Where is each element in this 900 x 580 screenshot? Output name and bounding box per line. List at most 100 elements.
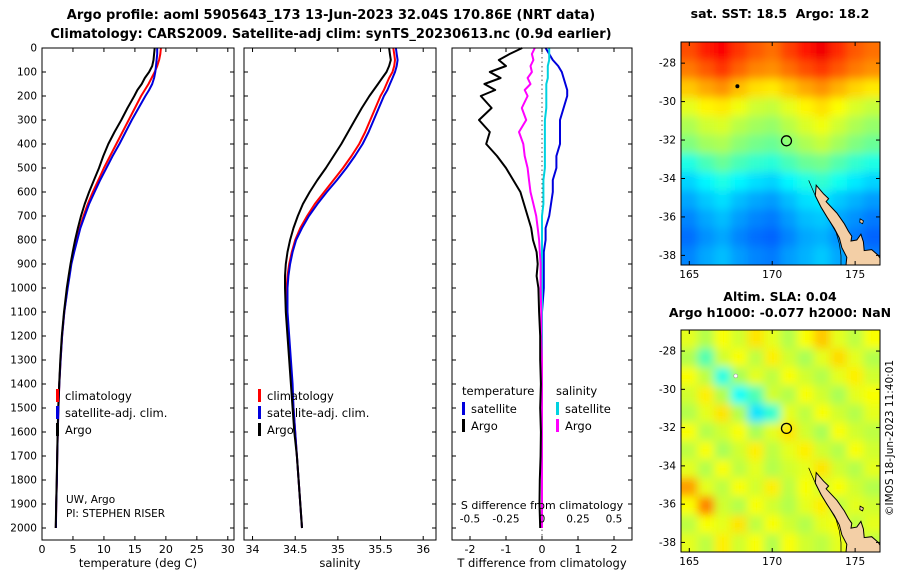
lat-tick-label: -28 <box>659 346 676 358</box>
legend-row: satellite <box>556 400 611 417</box>
tdiff-legend-salinity: salinity satellite Argo <box>556 383 611 434</box>
x-tick-label: 15 <box>128 543 142 556</box>
nz-coastline <box>814 183 880 265</box>
legend-row: satellite-adj. clim. <box>258 404 369 421</box>
lat-tick-label: -34 <box>659 173 676 185</box>
island <box>859 505 864 512</box>
institution-note: UW, Argo <box>66 494 116 506</box>
lon-tick-label: 165 <box>679 556 699 568</box>
legend-label: satellite <box>565 401 611 416</box>
argo-salinity-line-swatch <box>556 419 559 432</box>
pi-note: PI: STEPHEN RISER <box>66 508 166 520</box>
difference-profile-panel: -2 -1 0 1 2 -0.5 -0.25 0 0.25 0.5 <box>451 47 633 556</box>
x-tick-label: 5 <box>69 543 76 556</box>
lat-tick-label: -36 <box>659 499 676 511</box>
x-tick-label: 2 <box>611 543 618 556</box>
x-tick-label: 35 <box>331 543 345 556</box>
depth-tick-label: 1000 <box>10 283 37 295</box>
series-argo-t-diff <box>478 47 542 529</box>
satellite-temp-line-swatch <box>462 402 465 415</box>
lon-tick-label: 170 <box>762 556 782 568</box>
lat-tick-label: -38 <box>659 537 676 549</box>
legend-label: Argo <box>267 422 294 437</box>
salinity-legend: climatology satellite-adj. clim. Argo <box>258 387 369 438</box>
legend-label: climatology <box>65 388 132 403</box>
sdiff-tick-label: -0.5 <box>460 514 481 526</box>
figure-title-line2: Climatology: CARS2009. Satellite-adj cli… <box>50 27 612 42</box>
lat-tick-label: -30 <box>659 96 676 108</box>
legend-row: climatology <box>56 387 167 404</box>
x-tick-label: 10 <box>97 543 111 556</box>
sst-map-title: sat. SST: 18.5 Argo: 18.2 <box>690 6 870 21</box>
series-satellite-adj-clim- <box>54 48 159 529</box>
argo-float-location-marker <box>780 135 793 147</box>
legend-row: Argo <box>462 417 534 434</box>
island <box>859 218 864 225</box>
depth-tick-label: 1900 <box>10 499 37 511</box>
argo-line-swatch <box>56 423 59 436</box>
argo-float-location-marker <box>780 422 793 435</box>
salinity-profile-panel: 34 34.5 35 35.5 36 <box>243 47 437 556</box>
temperature-legend: climatology satellite-adj. clim. Argo <box>56 387 167 438</box>
climatology-line-swatch <box>56 389 59 402</box>
legend-label: Argo <box>65 422 92 437</box>
lon-tick-label: 170 <box>762 269 782 281</box>
nz-coastline <box>814 471 880 552</box>
legend-label: Argo <box>565 418 592 433</box>
depth-tick-label: 0 <box>30 43 37 55</box>
offshore-contour <box>808 467 842 552</box>
series-satellite-adj-clim- <box>286 47 399 529</box>
depth-tick-label: 1500 <box>10 403 37 415</box>
lat-tick-label: -36 <box>659 211 676 223</box>
x-tick-label: 0 <box>539 543 546 556</box>
panel-frame <box>243 47 437 541</box>
legend-label: satellite-adj. clim. <box>65 405 168 420</box>
satellite-adj-line-swatch <box>258 406 261 419</box>
legend-row: Argo <box>556 417 611 434</box>
depth-tick-label: 1400 <box>10 379 37 391</box>
series-climatology <box>285 47 396 529</box>
x-tick-label: 20 <box>159 543 173 556</box>
lon-tick-label: 165 <box>679 269 699 281</box>
lat-tick-label: -30 <box>659 384 676 396</box>
sla-map-title-line2: Argo h1000: -0.077 h2000: NaN <box>668 305 892 320</box>
lat-tick-label: -32 <box>659 422 676 434</box>
lat-tick-label: -38 <box>659 250 676 262</box>
depth-tick-label: 2000 <box>10 523 37 535</box>
legend-label: satellite <box>471 401 517 416</box>
legend-label: satellite-adj. clim. <box>267 405 370 420</box>
reference-dot <box>735 84 740 89</box>
imos-watermark: ©IMOS 18-Jun-2023 11:40:01 <box>884 359 896 516</box>
legend-group-title: salinity <box>556 384 598 398</box>
lat-tick-label: -28 <box>659 58 676 70</box>
salinity-axis-label: salinity <box>319 556 361 570</box>
x-tick-label: -1 <box>501 543 512 556</box>
depth-tick-label: 800 <box>17 235 37 247</box>
sdiff-tick-label: -0.25 <box>492 514 519 526</box>
sdiff-tick-label: 0 <box>539 514 546 526</box>
depth-tick-label: 1200 <box>10 331 37 343</box>
depth-tick-label: 1300 <box>10 355 37 367</box>
x-tick-label: 34 <box>246 543 260 556</box>
x-tick-label: 34.5 <box>283 543 308 556</box>
x-tick-label: 0 <box>39 543 46 556</box>
heatmap-field <box>681 330 880 552</box>
series-argo <box>54 47 156 529</box>
depth-tick-label: 900 <box>17 259 37 271</box>
temperature-axis-label: temperature (deg C) <box>78 556 198 570</box>
satellite-adj-line-swatch <box>56 406 59 419</box>
depth-tick-label: 100 <box>17 67 37 79</box>
attribution-notes: UW, Argo PI: STEPHEN RISER <box>66 493 165 521</box>
depth-tick-label: 200 <box>17 91 37 103</box>
depth-tick-label: 700 <box>17 211 37 223</box>
lon-tick-label: 175 <box>845 269 865 281</box>
sdiff-axis-label: S difference from climatology <box>460 499 624 512</box>
x-tick-label: 25 <box>190 543 204 556</box>
sdiff-tick-label: 0.25 <box>566 514 589 526</box>
panel-frame <box>41 47 235 541</box>
series-argo <box>284 47 392 529</box>
reference-dot <box>733 373 738 379</box>
depth-tick-label: 400 <box>17 139 37 151</box>
lat-tick-label: -32 <box>659 135 676 147</box>
